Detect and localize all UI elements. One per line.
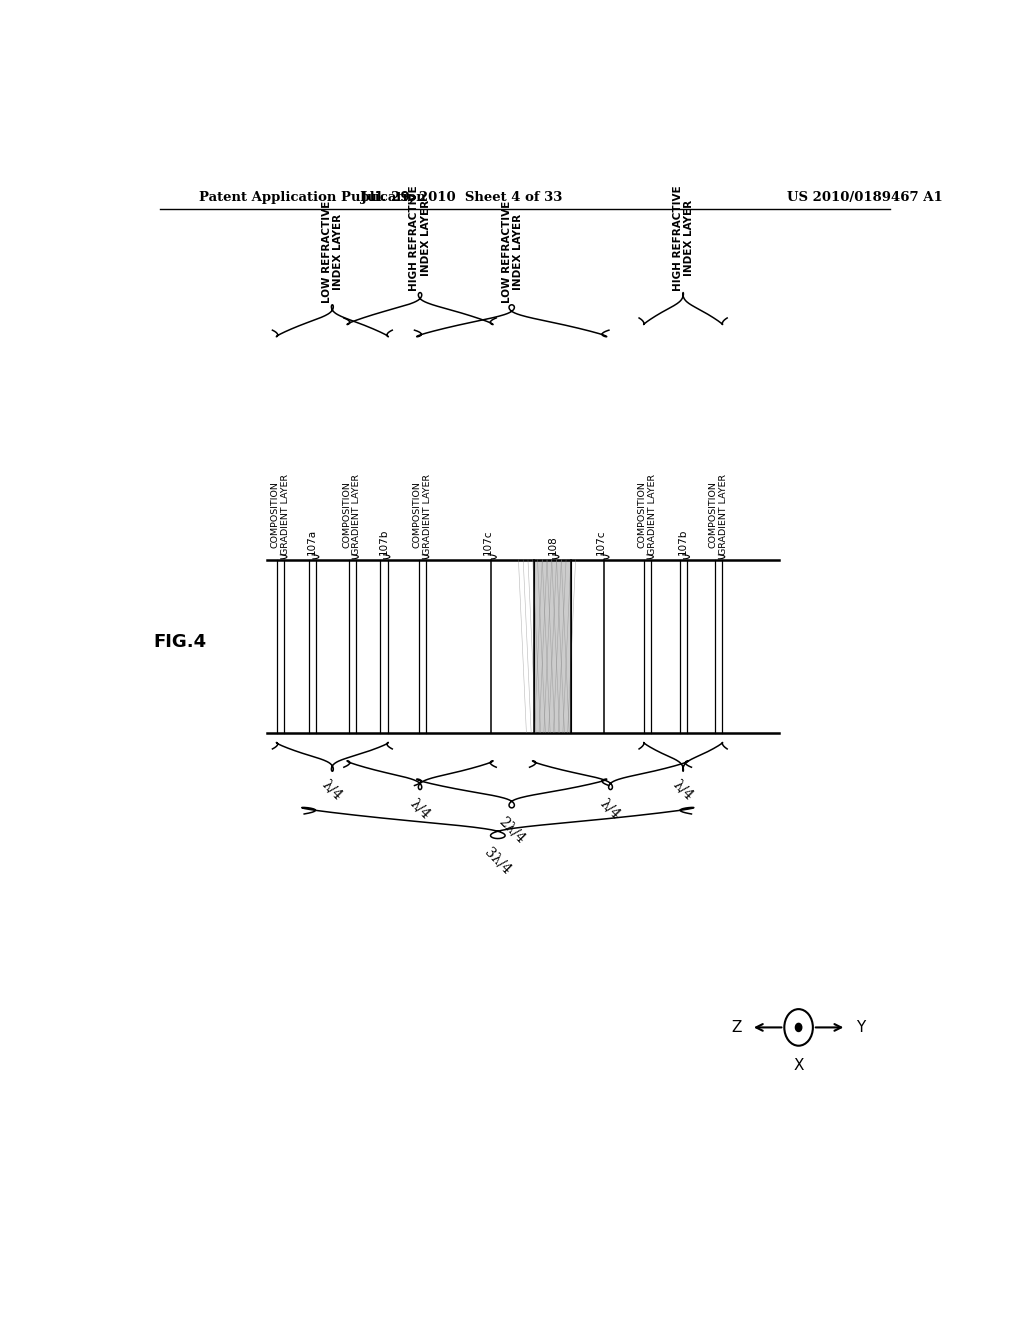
Text: 107c: 107c	[483, 529, 494, 554]
Text: λ/4: λ/4	[671, 777, 696, 803]
Text: US 2010/0189467 A1: US 2010/0189467 A1	[786, 190, 942, 203]
Text: FIG.4: FIG.4	[153, 634, 206, 651]
Text: LOW REFRACTIVE
INDEX LAYER: LOW REFRACTIVE INDEX LAYER	[502, 201, 522, 302]
Text: 107b: 107b	[678, 528, 688, 554]
Text: COMPOSITION
GRADIENT LAYER: COMPOSITION GRADIENT LAYER	[709, 474, 728, 554]
Text: COMPOSITION
GRADIENT LAYER: COMPOSITION GRADIENT LAYER	[270, 474, 290, 554]
Circle shape	[796, 1023, 802, 1031]
Text: COMPOSITION
GRADIENT LAYER: COMPOSITION GRADIENT LAYER	[638, 474, 656, 554]
Text: Z: Z	[731, 1020, 741, 1035]
Text: HIGH REFRACTIVE
INDEX LAYER: HIGH REFRACTIVE INDEX LAYER	[673, 185, 694, 290]
Text: 107a: 107a	[307, 529, 317, 554]
Text: LOW REFRACTIVE
INDEX LAYER: LOW REFRACTIVE INDEX LAYER	[323, 201, 343, 302]
Bar	[535, 560, 570, 733]
Text: Y: Y	[856, 1020, 865, 1035]
Text: Jul. 29, 2010  Sheet 4 of 33: Jul. 29, 2010 Sheet 4 of 33	[360, 190, 562, 203]
Text: X: X	[794, 1057, 804, 1073]
Text: HIGH REFRACTIVE
INDEX LAYER: HIGH REFRACTIVE INDEX LAYER	[410, 185, 431, 290]
Text: 3λ/4: 3λ/4	[482, 845, 514, 876]
Text: 107c: 107c	[596, 529, 606, 554]
Text: COMPOSITION
GRADIENT LAYER: COMPOSITION GRADIENT LAYER	[413, 474, 432, 554]
Text: λ/4: λ/4	[408, 796, 433, 821]
Text: λ/4: λ/4	[319, 777, 345, 803]
Text: Patent Application Publication: Patent Application Publication	[200, 190, 426, 203]
Text: 2λ/4: 2λ/4	[497, 814, 528, 846]
Text: COMPOSITION
GRADIENT LAYER: COMPOSITION GRADIENT LAYER	[342, 474, 361, 554]
Text: 108: 108	[548, 535, 558, 554]
Text: 107b: 107b	[379, 528, 388, 554]
Text: λ/4: λ/4	[598, 796, 624, 821]
